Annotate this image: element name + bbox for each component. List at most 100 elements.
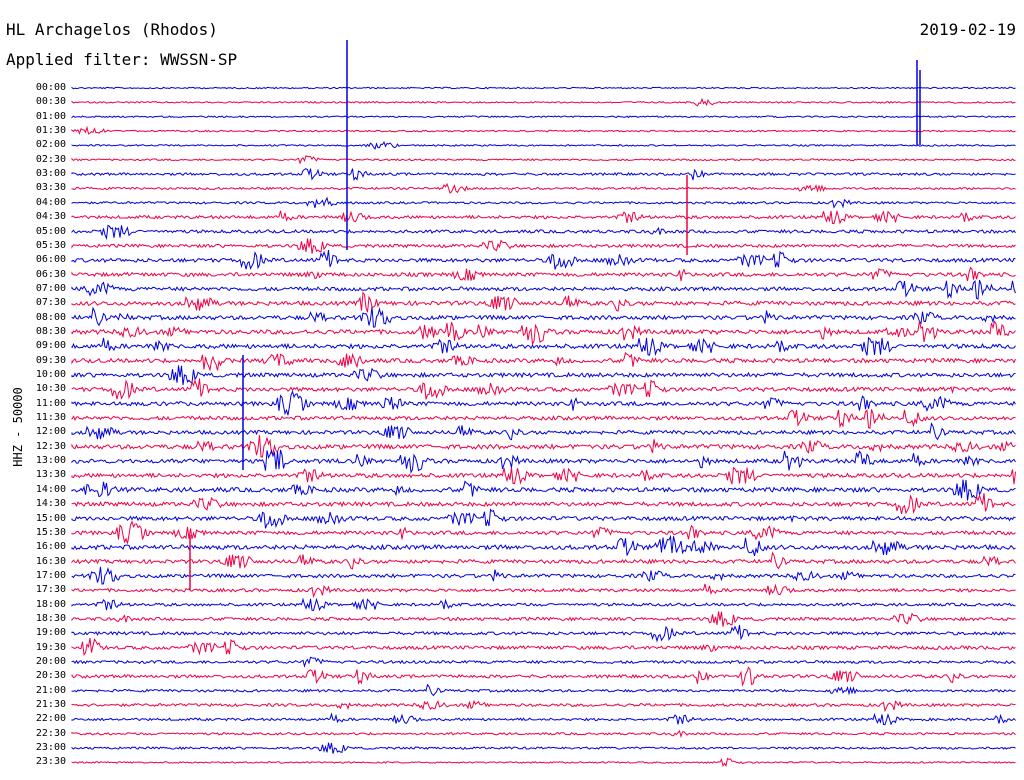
time-label: 20:00 xyxy=(35,656,66,667)
trace-line xyxy=(71,378,1016,400)
time-label: 06:30 xyxy=(35,268,66,280)
time-label: 20:30 xyxy=(35,670,66,682)
trace-line xyxy=(71,422,1016,441)
trace-line xyxy=(71,291,1016,313)
trace-line xyxy=(71,742,1016,754)
trace-line xyxy=(71,320,1016,346)
trace-line xyxy=(71,365,1016,386)
trace-line xyxy=(71,336,1016,357)
trace-line xyxy=(71,306,1016,328)
time-label: 09:00 xyxy=(35,340,66,352)
time-label: 16:00 xyxy=(35,541,66,553)
trace-line xyxy=(71,168,1016,182)
time-label: 15:00 xyxy=(35,512,66,524)
time-label: 08:00 xyxy=(35,311,66,323)
time-label: 14:30 xyxy=(35,498,66,510)
trace-line xyxy=(71,86,1016,90)
time-label: 22:30 xyxy=(35,727,66,739)
time-label: 11:00 xyxy=(35,397,66,409)
trace-line xyxy=(71,666,1016,687)
time-label: 00:00 xyxy=(35,82,66,93)
time-label: 05:30 xyxy=(35,239,66,251)
time-label: 08:30 xyxy=(35,325,66,337)
time-label: 16:30 xyxy=(35,555,66,567)
time-label: 02:30 xyxy=(35,153,66,165)
trace-line xyxy=(71,155,1016,165)
time-label: 23:00 xyxy=(35,742,66,754)
trace-line xyxy=(71,712,1016,726)
trace-line xyxy=(71,351,1016,372)
time-label: 04:30 xyxy=(35,211,66,223)
trace-line xyxy=(71,182,1016,194)
time-label: 12:30 xyxy=(35,440,66,452)
time-label: 12:00 xyxy=(35,426,66,438)
station-title: HL Archagelos (Rhodos) xyxy=(6,20,218,39)
trace-line xyxy=(71,583,1016,599)
filter-label: Applied filter: WWSSN-SP xyxy=(6,50,238,69)
trace-line xyxy=(71,435,1016,458)
date-label: 2019-02-19 xyxy=(919,20,1016,39)
time-label: 15:30 xyxy=(35,526,66,538)
trace-line xyxy=(71,597,1016,612)
trace-line xyxy=(71,520,1016,544)
trace-line xyxy=(71,611,1016,627)
trace-line xyxy=(71,238,1016,254)
time-label: 23:30 xyxy=(35,756,66,768)
time-label: 03:30 xyxy=(35,182,66,194)
trace-line xyxy=(71,479,1016,501)
time-label: 21:30 xyxy=(35,699,66,711)
trace-line xyxy=(71,279,1016,300)
trace-line xyxy=(71,140,1016,150)
time-label: 03:00 xyxy=(35,168,66,180)
trace-line xyxy=(71,125,1016,135)
trace-line xyxy=(71,566,1016,585)
time-label: 19:00 xyxy=(35,627,66,639)
trace-line xyxy=(71,390,1016,416)
trace-line xyxy=(71,534,1016,557)
time-label: 13:00 xyxy=(35,455,66,467)
trace-line xyxy=(71,266,1016,282)
trace-line xyxy=(71,656,1016,668)
trace-line xyxy=(71,466,1016,485)
time-label: 11:30 xyxy=(35,412,66,424)
trace-line xyxy=(71,508,1016,529)
time-label: 09:30 xyxy=(35,354,66,366)
trace-line xyxy=(71,209,1016,225)
trace-line xyxy=(71,409,1016,429)
time-label: 10:00 xyxy=(35,369,66,380)
time-label: 01:30 xyxy=(35,125,66,137)
time-label: 18:00 xyxy=(35,598,66,610)
trace-line xyxy=(71,449,1016,474)
time-label: 17:30 xyxy=(35,584,66,596)
time-label: 00:30 xyxy=(35,96,66,108)
trace-line xyxy=(71,250,1016,270)
trace-line xyxy=(71,637,1016,657)
time-label: 14:00 xyxy=(35,483,66,495)
trace-line xyxy=(71,729,1016,739)
time-label: 01:00 xyxy=(35,110,66,122)
time-label: 07:00 xyxy=(35,282,66,294)
trace-line xyxy=(71,699,1016,713)
trace-line xyxy=(71,757,1016,768)
trace-line xyxy=(71,97,1016,107)
trace-line xyxy=(71,493,1016,515)
trace-line xyxy=(71,196,1016,209)
trace-line xyxy=(71,224,1016,241)
time-label: 13:30 xyxy=(35,469,66,481)
time-label: 19:30 xyxy=(35,641,66,653)
trace-line xyxy=(71,115,1016,119)
time-label: 07:30 xyxy=(35,297,66,309)
time-label: 17:00 xyxy=(35,569,66,581)
time-label: 18:30 xyxy=(35,612,66,624)
time-label: 06:00 xyxy=(35,254,66,266)
trace-line xyxy=(71,551,1016,570)
trace-line xyxy=(71,624,1016,643)
time-label: 05:00 xyxy=(35,225,66,237)
time-label: 04:00 xyxy=(35,196,66,208)
time-label: 22:00 xyxy=(35,713,66,725)
time-label: 21:00 xyxy=(35,684,66,696)
time-label: 10:30 xyxy=(35,383,66,395)
trace-line xyxy=(71,683,1016,697)
time-label: 02:00 xyxy=(35,139,66,151)
